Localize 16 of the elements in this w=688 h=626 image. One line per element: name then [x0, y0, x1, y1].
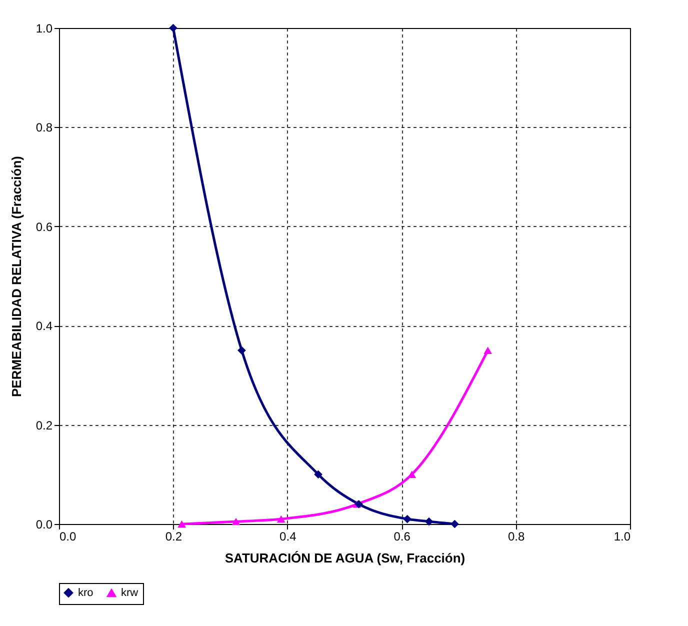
- y-tick-label: 0.6: [36, 220, 53, 234]
- y-axis-title: PERMEABILIDAD RELATIVA (Fracción): [8, 156, 24, 397]
- x-tick-label: 1.0: [614, 530, 631, 544]
- legend-label: krw: [121, 587, 138, 600]
- y-tick-label: 0.2: [36, 418, 53, 432]
- y-tick-label: 0.4: [36, 319, 53, 334]
- y-tick-label: 1.0: [36, 22, 53, 36]
- legend-label: kro: [78, 586, 94, 599]
- x-tick-label: 0.4: [280, 530, 297, 544]
- x-tick-label: 0.8: [508, 530, 525, 544]
- x-tick-label: 0.6: [394, 530, 411, 544]
- x-tick-label: 0.0: [60, 530, 77, 544]
- x-axis-title: SATURACIÓN DE AGUA (Sw, Fracción): [224, 550, 466, 566]
- y-tick-label: 0.8: [36, 120, 53, 135]
- y-tick-label: 0.0: [36, 518, 53, 532]
- x-tick-label: 0.2: [165, 530, 182, 544]
